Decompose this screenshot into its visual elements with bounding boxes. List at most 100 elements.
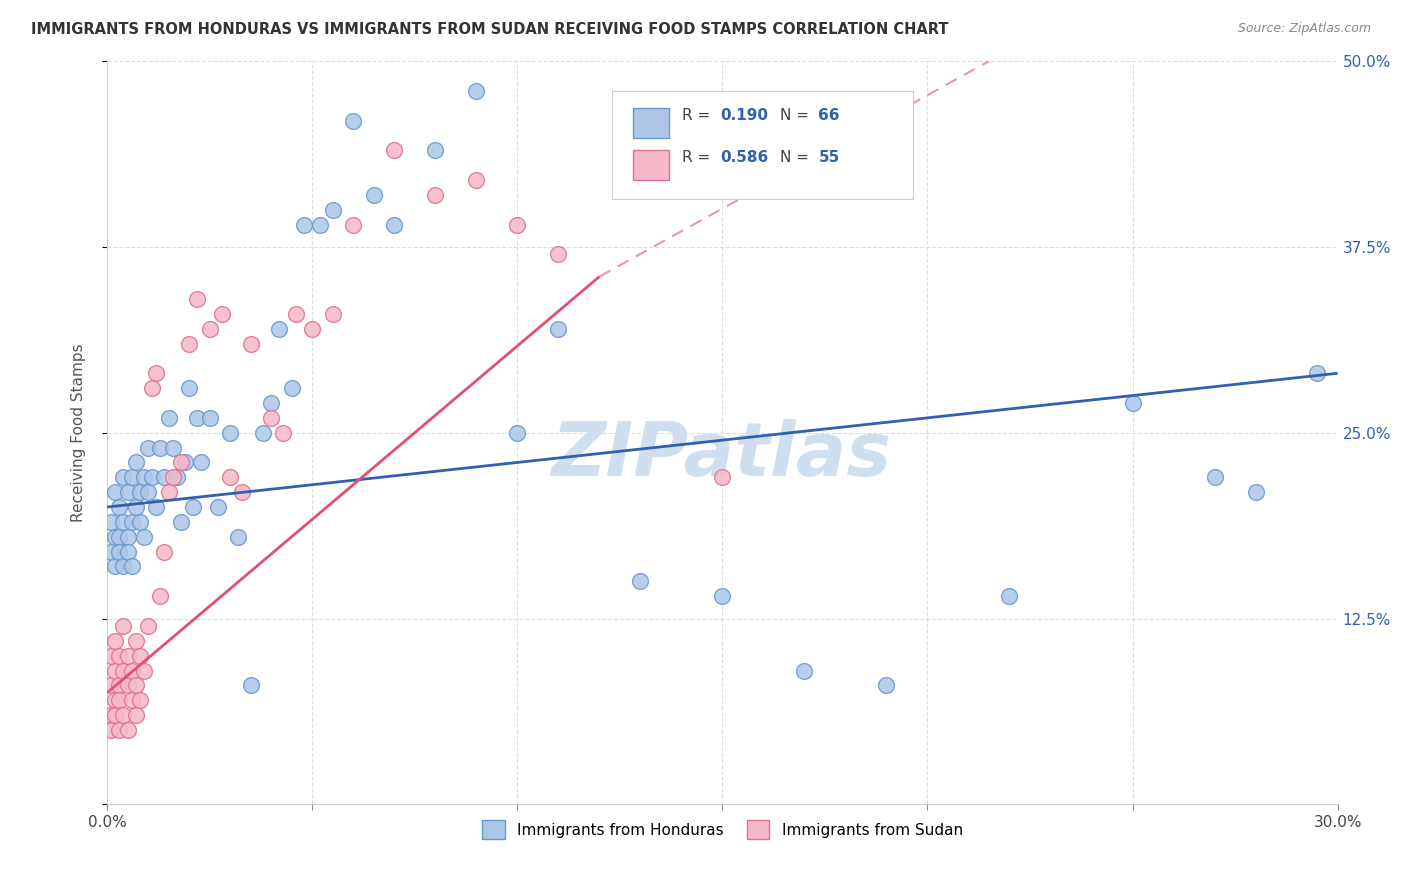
Point [112,619,135,633]
Point [125,708,148,723]
Point [128,515,150,529]
Point [157,410,180,425]
Text: ZIPatlas: ZIPatlas [553,418,893,491]
Point [157,485,180,500]
Point [628,574,651,589]
Point [239,336,262,351]
Text: 66: 66 [818,108,839,123]
Point [875,678,897,692]
Point [125,500,148,514]
Point [121,559,143,574]
Point [162,470,184,484]
Point [382,218,405,232]
Point [132,470,155,484]
Point [506,425,529,440]
Point [273,425,295,440]
Point [228,530,250,544]
Point [112,559,135,574]
Point [121,470,143,484]
Point [231,485,253,500]
Point [506,218,529,232]
Point [121,693,143,707]
Text: R =: R = [682,150,714,165]
Legend: Immigrants from Honduras, Immigrants from Sudan: Immigrants from Honduras, Immigrants fro… [475,814,969,845]
Point [793,664,815,678]
Point [104,693,127,707]
Point [117,530,139,544]
Point [153,470,176,484]
Point [207,500,229,514]
Point [284,307,307,321]
Point [198,410,221,425]
Text: 0.586: 0.586 [720,150,768,165]
Point [998,589,1021,603]
Point [112,664,135,678]
Point [108,530,131,544]
Point [711,470,734,484]
Point [136,485,159,500]
Point [136,441,159,455]
Point [1122,396,1144,410]
Point [100,515,122,529]
Point [145,366,167,380]
Point [280,381,302,395]
Point [125,633,148,648]
Point [179,381,201,395]
Point [179,336,201,351]
Point [128,693,150,707]
Point [100,648,122,663]
Point [219,470,242,484]
Text: N =: N = [780,108,814,123]
Point [112,470,135,484]
Point [252,425,274,440]
Point [260,396,283,410]
Y-axis label: Receiving Food Stamps: Receiving Food Stamps [72,343,86,522]
Point [211,307,233,321]
Point [117,485,139,500]
Point [322,307,344,321]
Point [112,708,135,723]
Point [108,678,131,692]
Point [132,530,155,544]
Point [1204,470,1226,484]
Point [100,708,122,723]
Point [425,144,447,158]
FancyBboxPatch shape [612,91,912,199]
Point [186,410,208,425]
Point [108,723,131,737]
Point [309,218,332,232]
Point [322,202,344,217]
Point [132,664,155,678]
Point [117,678,139,692]
Point [252,39,274,54]
Point [342,218,364,232]
Point [117,648,139,663]
Point [104,708,127,723]
Text: 0.190: 0.190 [720,108,768,123]
Point [128,485,150,500]
Point [425,188,447,202]
Point [125,678,148,692]
Point [108,500,131,514]
Text: R =: R = [682,108,714,123]
Point [219,425,242,440]
Point [198,321,221,335]
Point [100,544,122,558]
Point [292,218,315,232]
Point [1306,366,1329,380]
Point [108,544,131,558]
Point [149,441,172,455]
Point [186,292,208,306]
Bar [633,108,669,137]
Text: IMMIGRANTS FROM HONDURAS VS IMMIGRANTS FROM SUDAN RECEIVING FOOD STAMPS CORRELAT: IMMIGRANTS FROM HONDURAS VS IMMIGRANTS F… [31,22,949,37]
Point [104,664,127,678]
Point [162,441,184,455]
Point [141,470,163,484]
Point [190,455,212,469]
Point [342,113,364,128]
Point [269,321,291,335]
Point [547,247,569,261]
Point [1244,485,1267,500]
Point [628,158,651,172]
Point [104,633,127,648]
